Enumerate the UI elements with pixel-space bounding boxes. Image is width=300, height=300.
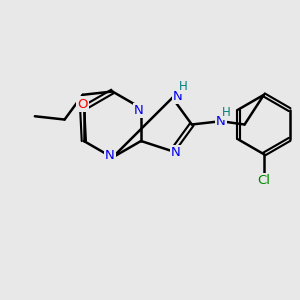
Text: N: N xyxy=(216,115,226,128)
Text: Cl: Cl xyxy=(257,174,270,187)
Text: N: N xyxy=(171,146,181,159)
Text: H: H xyxy=(222,106,231,119)
Text: N: N xyxy=(173,90,183,103)
Text: H: H xyxy=(178,80,187,93)
Text: N: N xyxy=(134,104,143,117)
Text: N: N xyxy=(105,148,115,162)
Text: O: O xyxy=(77,98,88,110)
